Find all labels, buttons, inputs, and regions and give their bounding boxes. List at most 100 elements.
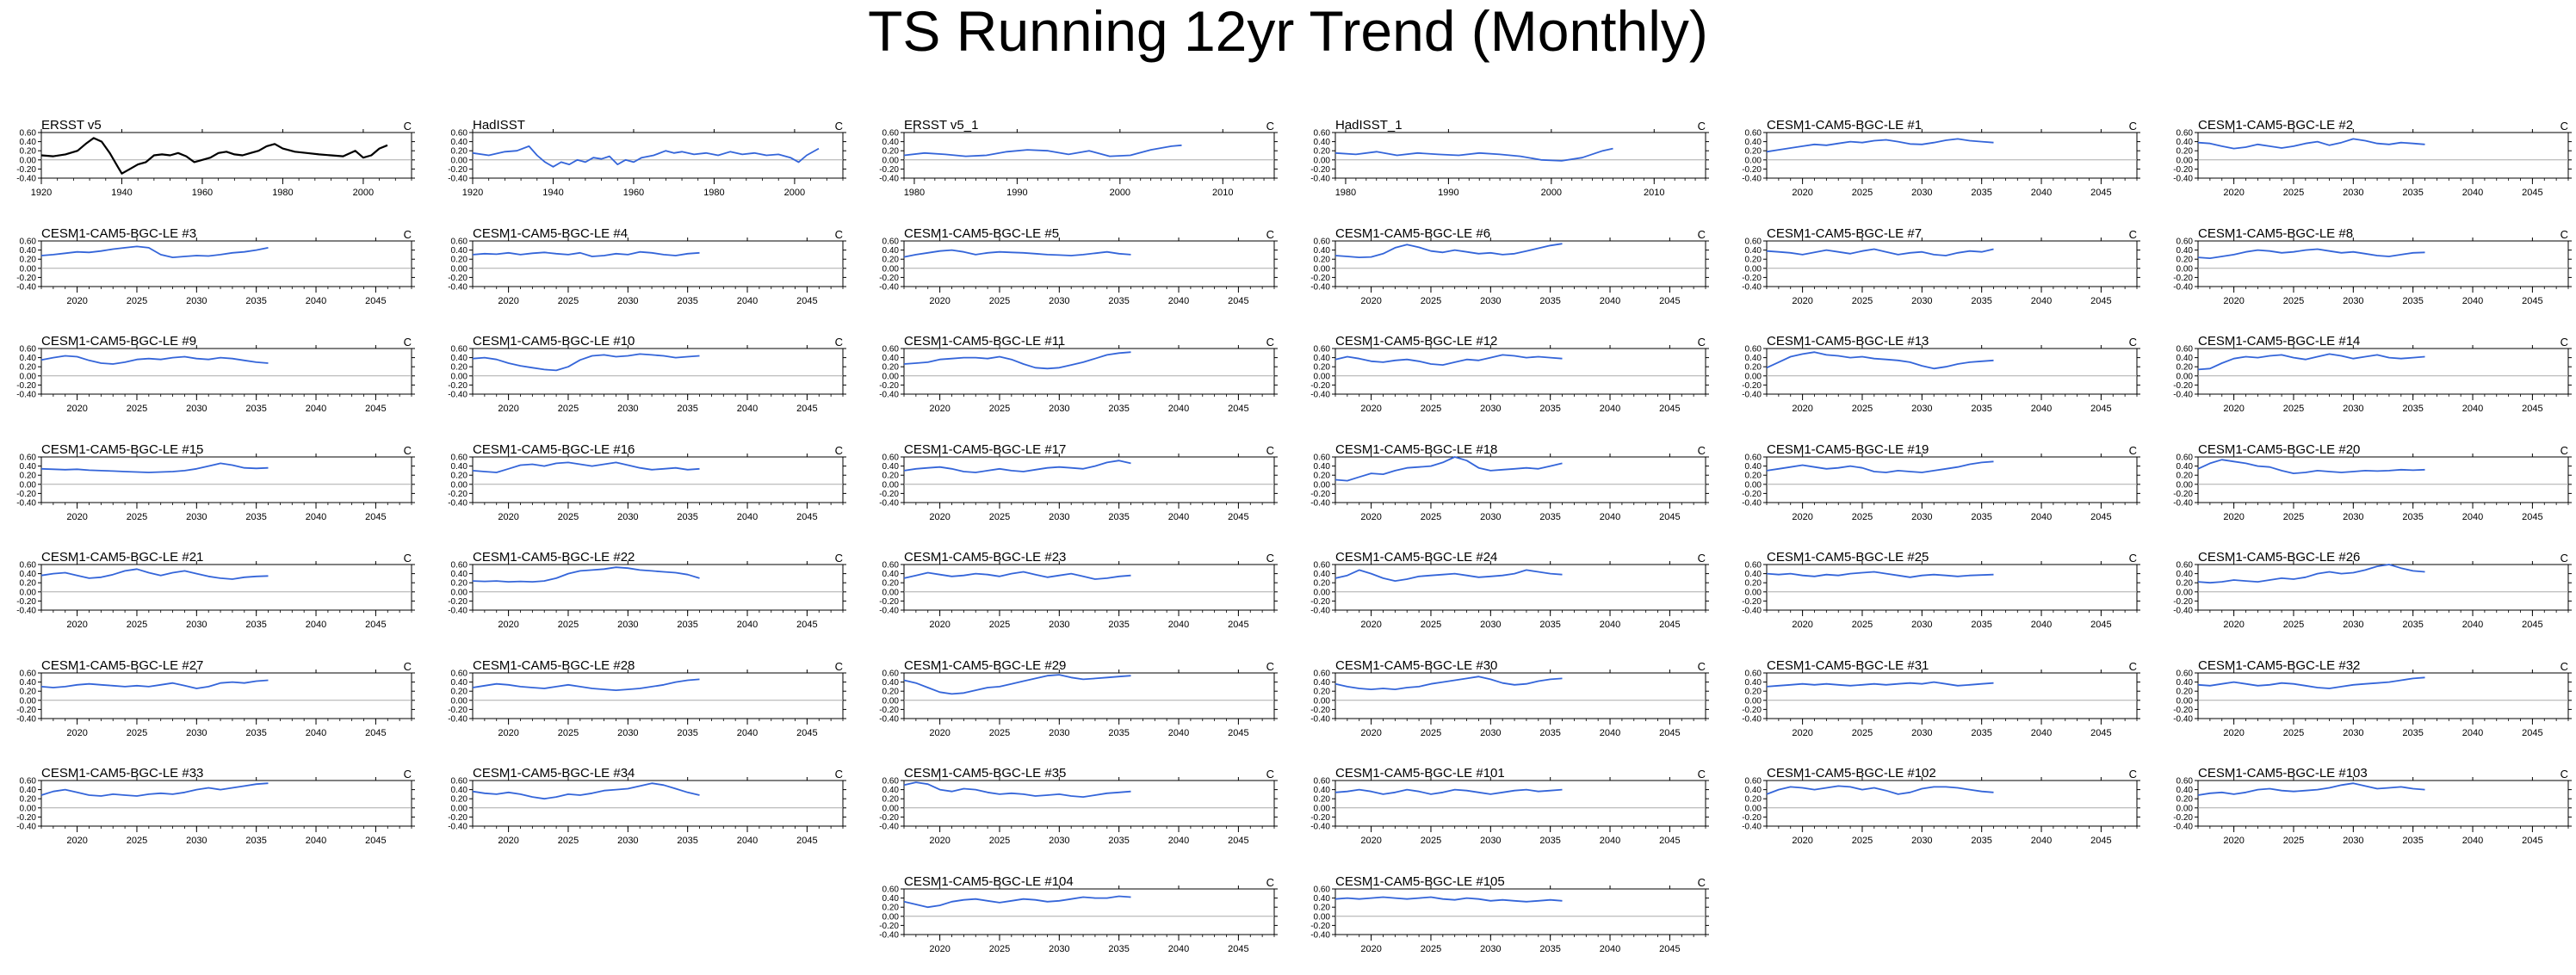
y-tick-label: 0.00 [20, 804, 37, 813]
x-tick-label: 2045 [2522, 188, 2542, 198]
panel-title: CESM1-CAM5-BGC-LE #32 [2198, 658, 2360, 673]
x-tick-label: 2035 [2402, 404, 2423, 414]
x-tick-label: 2020 [498, 404, 518, 414]
x-tick-label: 2030 [1480, 836, 1501, 846]
x-tick-label: 2045 [365, 836, 386, 846]
x-tick-label: 2045 [2090, 404, 2111, 414]
y-tick-label: 0.00 [1314, 588, 1331, 597]
y-tick-label: 0.00 [1745, 804, 1762, 813]
y-tick-label: 0.60 [1745, 777, 1762, 787]
y-tick-label: -0.40 [1742, 175, 1762, 184]
x-tick-label: 2020 [2223, 620, 2244, 630]
y-tick-label: 0.00 [20, 588, 37, 597]
panel: CESM1-CAM5-BGC-LE #14 C0.600.400.200.00-0… [2173, 334, 2572, 414]
plot-frame [1766, 672, 2138, 719]
x-tick-label: 2030 [186, 296, 207, 306]
y-tick-label: 0.00 [882, 264, 900, 274]
plot-frame [2197, 456, 2569, 503]
x-tick-label: 2040 [2462, 512, 2483, 522]
panel-title: CESM1-CAM5-BGC-LE #13 [1767, 334, 1929, 349]
x-tick-label: 2045 [2522, 512, 2542, 522]
x-tick-label: 1940 [542, 188, 563, 198]
x-tick-label: 2040 [737, 404, 758, 414]
series-line [903, 144, 1182, 157]
panel-title: CESM1-CAM5-BGC-LE #31 [1767, 658, 1929, 673]
y-tick-label: 0.20 [20, 688, 37, 697]
x-tick-label: 2045 [1228, 404, 1248, 414]
x-tick-label: 2025 [2283, 188, 2304, 198]
series-line [2197, 676, 2425, 689]
x-tick-label: 2025 [1852, 836, 1873, 846]
y-tick-label: 0.60 [2177, 129, 2194, 139]
x-tick-label: 2040 [2031, 836, 2052, 846]
x-tick-label: 2030 [1480, 728, 1501, 738]
x-tick-label: 2025 [127, 296, 147, 306]
x-tick-label: 2040 [737, 620, 758, 630]
x-tick-label: 2000 [1110, 188, 1130, 198]
panel-title: CESM1-CAM5-BGC-LE #33 [41, 766, 203, 781]
y-tick-label: 0.40 [451, 678, 468, 688]
y-tick-label: 0.40 [451, 462, 468, 472]
y-tick-label: 0.40 [882, 786, 900, 795]
y-tick-label: -0.20 [2173, 381, 2193, 391]
y-tick-label: 0.20 [20, 147, 37, 157]
y-tick-label: -0.40 [2173, 715, 2193, 725]
x-tick-label: 2040 [1168, 296, 1189, 306]
y-tick-label: 0.60 [2177, 345, 2194, 355]
x-tick-label: 2025 [989, 728, 1010, 738]
y-tick-label: 0.60 [451, 777, 468, 787]
y-tick-label: -0.20 [2173, 490, 2193, 499]
y-tick-label: 0.40 [1314, 138, 1331, 147]
y-tick-label: 0.00 [1314, 372, 1331, 381]
x-tick-label: 2020 [498, 620, 518, 630]
series-line [472, 250, 700, 257]
panel: CESM1-CAM5-BGC-LE #28 C0.600.400.200.00-0… [448, 658, 846, 738]
x-tick-label: 2035 [1539, 728, 1560, 738]
y-tick-label: 0.20 [20, 795, 37, 805]
plot-frame [1766, 780, 2138, 827]
series-line [1334, 896, 1563, 903]
x-tick-label: 2020 [1792, 296, 1812, 306]
series-line [1334, 456, 1563, 482]
y-tick-label: -0.20 [16, 597, 36, 607]
series-line [40, 137, 388, 175]
y-tick-label: 0.60 [2177, 670, 2194, 679]
x-tick-label: 2030 [1480, 512, 1501, 522]
y-tick-label: -0.20 [1742, 706, 1762, 715]
unit-label: C [835, 660, 843, 673]
y-tick-label: 0.00 [1745, 480, 1762, 490]
panel-title: CESM1-CAM5-BGC-LE #23 [904, 550, 1066, 565]
x-tick-label: 2045 [796, 404, 817, 414]
plot-frame [903, 240, 1275, 287]
x-tick-label: 2040 [2462, 620, 2483, 630]
x-tick-label: 2035 [1539, 404, 1560, 414]
panel-title: CESM1-CAM5-BGC-LE #1 [1767, 118, 1922, 133]
y-tick-label: -0.40 [16, 607, 36, 616]
plot-frame [2197, 240, 2569, 287]
x-tick-label: 1960 [623, 188, 644, 198]
x-tick-label: 2045 [1659, 404, 1680, 414]
panel: CESM1-CAM5-BGC-LE #5 C0.600.400.200.00-0.… [879, 226, 1278, 306]
x-tick-label: 2030 [1049, 944, 1069, 954]
series-line [472, 782, 700, 800]
x-tick-label: 2045 [1228, 944, 1248, 954]
x-tick-label: 2020 [1792, 512, 1812, 522]
x-tick-label: 2030 [186, 836, 207, 846]
y-tick-label: -0.20 [879, 706, 899, 715]
y-tick-label: 0.60 [1745, 345, 1762, 355]
x-tick-label: 2000 [353, 188, 374, 198]
y-tick-label: -0.20 [1310, 165, 1330, 175]
y-tick-label: 0.60 [1745, 561, 1762, 571]
unit-label: C [1266, 552, 1274, 565]
x-tick-label: 2020 [1792, 728, 1812, 738]
y-tick-label: 0.40 [451, 246, 468, 256]
panel-title: CESM1-CAM5-BGC-LE #20 [2198, 442, 2360, 457]
x-tick-label: 2045 [1659, 728, 1680, 738]
y-tick-label: -0.20 [2173, 706, 2193, 715]
y-tick-label: -0.20 [16, 813, 36, 823]
x-tick-label: 2025 [1852, 188, 1873, 198]
series-line [903, 674, 1131, 695]
x-tick-label: 2035 [2402, 188, 2423, 198]
y-tick-label: 0.20 [1314, 256, 1331, 265]
x-tick-label: 2020 [498, 512, 518, 522]
